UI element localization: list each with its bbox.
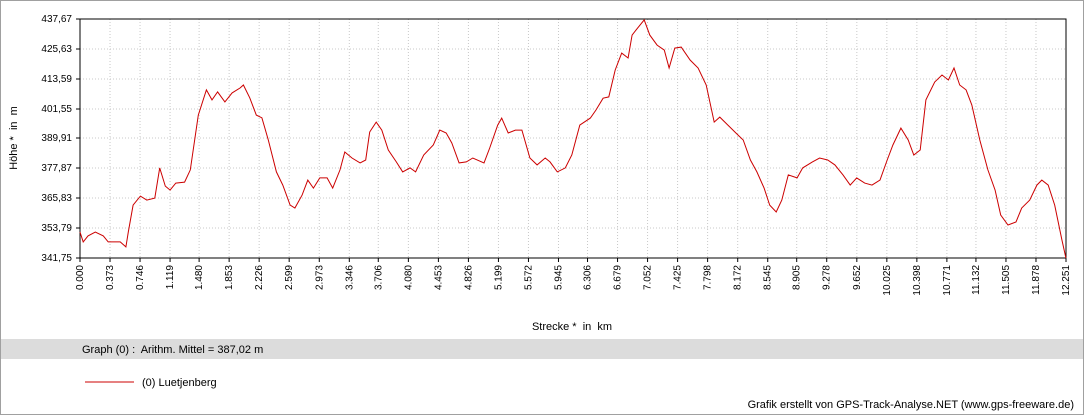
x-tick-label: 9.652 [852,265,863,290]
x-tick-label: 5.572 [523,265,534,290]
x-tick-label: 7.052 [643,265,654,290]
y-tick-label: 437,67 [41,14,72,25]
x-tick-label: 4.080 [403,265,414,290]
y-tick-label: 353,79 [41,223,72,234]
x-tick-label: 0.746 [135,265,146,290]
x-tick-label: 9.278 [822,265,833,290]
credit: Grafik erstellt von GPS-Track-Analyse.NE… [748,399,1074,411]
x-tick-label: 7.425 [673,265,684,290]
x-tick-label: 8.545 [763,265,774,290]
y-tick-label: 413,59 [41,74,72,85]
x-tick-label: 11.132 [971,265,982,295]
x-tick-label: 0.373 [105,265,116,290]
x-tick-label: 5.945 [553,265,564,290]
x-tick-label: 11.878 [1031,265,1042,295]
line-series [79,18,1067,259]
x-tick-label: 2.226 [254,265,265,290]
x-tick-label: 4.453 [433,265,444,290]
x-tick-label: 5.199 [493,265,504,290]
x-tick-label: 3.346 [344,265,355,290]
x-tick-label: 1.119 [165,265,176,290]
x-tick-label: 10.771 [942,265,953,296]
y-tick-label: 377,87 [41,163,72,174]
x-tick-label: 3.706 [373,265,384,290]
x-tick-label: 0.000 [75,265,86,290]
y-tick-label: 425,63 [41,44,72,55]
legend-label: (0) Luetjenberg [142,377,217,389]
x-tick-label: 8.905 [792,265,803,290]
x-tick-label: 2.599 [284,265,295,290]
x-tick-label: 10.398 [912,265,923,296]
x-tick-label: 11.505 [1001,265,1012,295]
summary-band [1,339,1083,359]
y-tick-label: 341,75 [41,253,72,264]
y-tick-label: 365,83 [41,193,72,204]
x-tick-label: 7.798 [703,265,714,290]
x-tick-label: 6.679 [613,265,624,290]
x-axis-label: Strecke * in km [532,321,612,333]
x-tick-label: 12.251 [1061,265,1072,296]
summary: Graph (0) : Arithm. Mittel = 387,02 m [82,344,263,356]
y-tick-label: 389,91 [41,133,72,144]
x-tick-label: 1.480 [194,265,205,290]
x-tick-label: 1.853 [224,265,235,290]
y-axis-label: Höhe * in m [8,106,20,170]
x-tick-label: 4.826 [463,265,474,290]
plot-frame [79,18,1067,259]
x-tick-label: 6.306 [583,265,594,290]
x-tick-label: 10.025 [882,265,893,296]
y-tick-label: 401,55 [41,104,72,115]
x-tick-label: 2.973 [314,265,325,290]
x-tick-label: 8.172 [733,265,744,290]
